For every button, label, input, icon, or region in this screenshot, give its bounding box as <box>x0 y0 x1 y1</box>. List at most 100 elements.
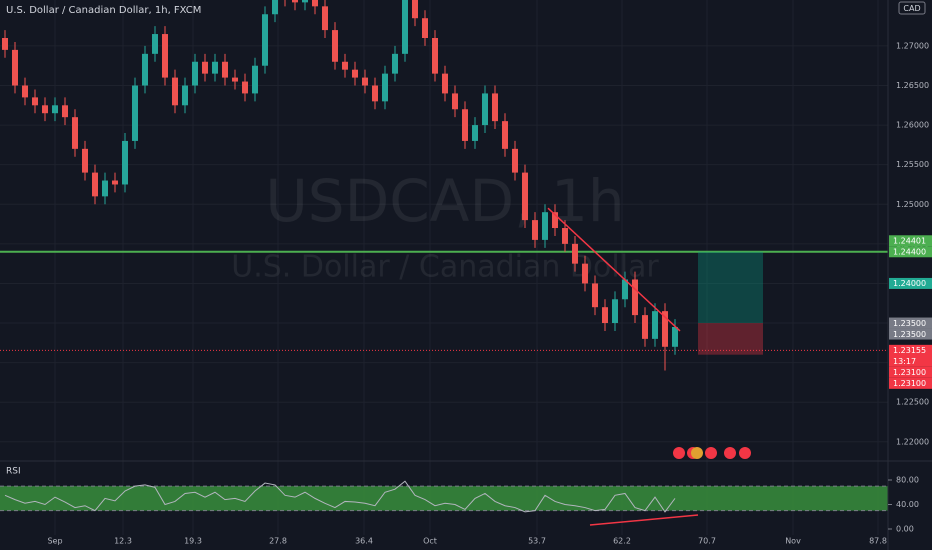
candle-body <box>42 105 48 114</box>
event-icon[interactable] <box>705 447 717 459</box>
candle-body <box>662 311 668 347</box>
candle-body <box>112 180 118 185</box>
candle-body <box>572 243 578 264</box>
x-tick-label: Oct <box>423 537 437 546</box>
candle-body <box>642 315 648 339</box>
candle-body <box>542 212 548 240</box>
candle-body <box>72 117 78 149</box>
price-label: 1.24000 <box>893 279 926 288</box>
price-label-box <box>889 246 932 258</box>
candle-body <box>252 65 258 94</box>
candle-body <box>442 73 448 94</box>
candle-body <box>652 311 658 339</box>
candle-body <box>152 34 158 54</box>
candle-body <box>372 85 378 102</box>
candle-body <box>2 38 8 50</box>
candle-body <box>102 180 108 197</box>
price-label: 1.24401 <box>893 237 926 246</box>
candle-body <box>502 121 508 149</box>
candle-body <box>302 0 308 3</box>
candle-body <box>312 0 318 7</box>
price-label: 1.24400 <box>893 248 926 257</box>
price-pane <box>0 0 888 371</box>
x-tick-label: 53.7 <box>528 537 546 546</box>
event-icon[interactable] <box>691 447 703 459</box>
price-label-box <box>889 377 932 389</box>
candle-body <box>672 326 678 347</box>
candle-body <box>462 109 468 141</box>
y-tick-label: 1.26000 <box>896 121 929 130</box>
rsi-trendline <box>589 514 699 526</box>
candle-body <box>622 279 628 300</box>
event-icon[interactable] <box>739 447 751 459</box>
candle-body <box>232 77 238 82</box>
rsi-pane <box>0 480 888 526</box>
x-tick-label: 36.4 <box>355 537 373 546</box>
candle-body <box>512 148 518 173</box>
candle-body <box>412 0 418 19</box>
candle-body <box>612 299 618 324</box>
candle-body <box>362 77 368 86</box>
trendline <box>547 207 681 332</box>
x-tick-label: 27.8 <box>269 537 287 546</box>
candle-body <box>402 0 408 54</box>
candle-body <box>162 34 168 78</box>
candle-body <box>22 85 28 98</box>
price-label-box <box>889 317 932 329</box>
x-tick-label: 62.2 <box>613 537 631 546</box>
price-label: 1.23100 <box>893 379 926 388</box>
candle-body <box>12 49 18 86</box>
stop-zone <box>698 323 763 355</box>
price-label: 1.23500 <box>893 330 926 339</box>
countdown: 13:17 <box>893 357 916 366</box>
candle-body <box>82 148 88 173</box>
candle-body <box>522 172 528 221</box>
x-tick-label: 70.7 <box>698 537 716 546</box>
watermark-subtitle: U.S. Dollar / Canadian Dollar <box>231 250 659 285</box>
candle-body <box>132 85 138 141</box>
candle-body <box>602 307 608 324</box>
price-label-box <box>889 366 932 378</box>
y-tick-label: 1.26500 <box>896 81 929 90</box>
candle-body <box>222 61 228 78</box>
rsi-tick-label: 80.00 <box>896 476 919 485</box>
candle-body <box>382 73 388 102</box>
price-label: 1.23100 <box>893 368 926 377</box>
price-label: 1.23500 <box>893 319 926 328</box>
candle-body <box>422 18 428 39</box>
price-label-box <box>889 277 932 289</box>
candle-body <box>32 97 38 106</box>
candle-body <box>562 228 568 244</box>
candle-body <box>192 61 198 86</box>
candle-body <box>632 279 638 316</box>
price-label-box <box>889 235 932 247</box>
rsi-title: RSI <box>6 467 21 477</box>
event-icon[interactable] <box>724 447 736 459</box>
candle-body <box>592 283 598 308</box>
candle-body <box>242 81 248 94</box>
candle-body <box>452 93 458 110</box>
candle-body <box>582 263 588 284</box>
candle-body <box>172 77 178 106</box>
candle-body <box>532 220 538 240</box>
candle-body <box>142 53 148 86</box>
candle-body <box>492 93 498 122</box>
currency[interactable]: CAD <box>903 4 920 13</box>
chart-title: U.S. Dollar / Canadian Dollar, 1h, FXCM <box>6 5 201 16</box>
rsi-line <box>4 480 676 513</box>
candle-body <box>272 0 278 15</box>
candle-body <box>352 69 358 78</box>
events[interactable] <box>673 447 751 459</box>
candle-body <box>62 105 68 118</box>
candle-body <box>332 30 338 62</box>
y-tick-label: 1.27000 <box>896 41 929 50</box>
event-icon[interactable] <box>673 447 685 459</box>
currency-box[interactable] <box>898 1 926 15</box>
price-axis: 1.220001.225001.230001.235001.240001.245… <box>888 41 932 533</box>
x-tick-label: Nov <box>785 537 801 546</box>
candle-body <box>202 61 208 74</box>
x-tick-label: 19.3 <box>184 537 202 546</box>
y-tick-label: 1.25000 <box>896 200 929 209</box>
rsi-tick-label: 0.00 <box>896 524 914 533</box>
